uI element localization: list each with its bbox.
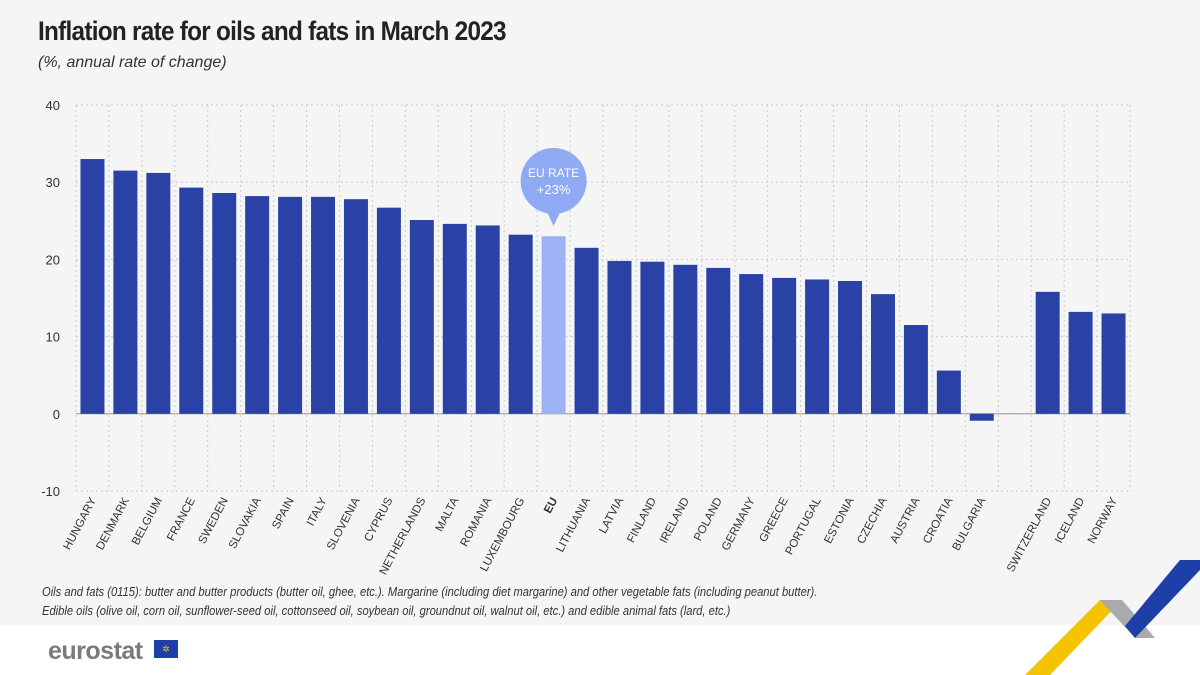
x-tick-label: SPAIN	[270, 496, 296, 531]
eu-flag-icon: ✲	[154, 640, 178, 658]
bar-luxembourg	[508, 234, 533, 414]
bar-hungary	[80, 159, 105, 414]
chart-subtitle: (%, annual rate of change)	[38, 54, 227, 71]
bar-germany	[739, 274, 764, 414]
x-tick-label: LATVIA	[597, 495, 626, 535]
bar-finland	[640, 261, 665, 414]
x-tick-label: GREECE	[757, 495, 791, 544]
footnote-1: Oils and fats (0115): butter and butter …	[42, 584, 818, 599]
x-tick-label: FINLAND	[625, 496, 659, 545]
bar-croatia	[936, 370, 961, 414]
x-tick-label: LITHUANIA	[554, 495, 593, 554]
x-tick-label: PORTUGAL	[784, 495, 824, 557]
x-tick-label: ITALY	[305, 495, 330, 528]
bar-romania	[475, 225, 500, 414]
x-tick-label: FRANCE	[165, 495, 198, 543]
bar-cyprus	[376, 207, 401, 414]
bar-greece	[772, 277, 797, 414]
bar-iceland	[1068, 311, 1093, 414]
callout-label: EU RATE	[528, 166, 579, 180]
bar-malta	[442, 223, 467, 414]
callout-value: +23%	[537, 182, 571, 197]
bar-latvia	[607, 260, 632, 414]
x-tick-label: ROMANIA	[459, 495, 495, 548]
bar-slovakia	[245, 196, 270, 414]
decorative-stripes	[1025, 560, 1200, 675]
y-tick-label: 20	[46, 252, 60, 267]
bar-netherlands	[409, 220, 434, 414]
eurostat-logo: eurostat	[48, 637, 143, 665]
callout-pointer	[546, 211, 561, 226]
x-tick-label: EU	[542, 496, 560, 516]
x-tick-label: IRELAND	[658, 496, 692, 546]
bar-denmark	[113, 170, 138, 414]
x-tick-label: SLOVAKIA	[227, 495, 264, 550]
x-tick-label: SLOVENIA	[325, 495, 363, 552]
x-tick-label: GERMANY	[720, 495, 758, 552]
x-tick-label: CROATIA	[921, 495, 955, 545]
bar-czechia	[870, 294, 895, 414]
x-tick-label: CZECHIA	[855, 495, 889, 545]
x-tick-label: SWEDEN	[197, 496, 231, 546]
x-tick-label: POLAND	[692, 496, 725, 543]
x-tick-label: BELGIUM	[130, 496, 165, 547]
bar-switzerland	[1035, 291, 1060, 414]
y-tick-label: -10	[41, 484, 60, 499]
bar-belgium	[146, 172, 171, 414]
bar-portugal	[805, 279, 830, 414]
callout-bubble	[520, 148, 587, 214]
bar-poland	[706, 267, 731, 414]
bar-bulgaria	[969, 413, 994, 421]
bar-ireland	[673, 264, 698, 414]
bar-sweden	[212, 193, 237, 414]
bar-norway	[1101, 313, 1126, 414]
chart-title: Inflation rate for oils and fats in Marc…	[38, 16, 507, 46]
x-tick-label: MALTA	[434, 495, 462, 533]
bar-lithuania	[574, 247, 599, 414]
x-tick-label: AUSTRIA	[889, 495, 923, 545]
y-tick-label: 40	[46, 98, 60, 113]
footnote-2: Edible oils (olive oil, corn oil, sunflo…	[42, 603, 731, 618]
x-tick-label: HUNGARY	[62, 495, 100, 552]
y-tick-label: 10	[46, 330, 60, 345]
bar-spain	[278, 196, 303, 414]
x-tick-label: BULGARIA	[951, 495, 989, 552]
bar-slovenia	[343, 199, 368, 414]
x-tick-label: ESTONIA	[822, 495, 856, 545]
x-tick-label: NORWAY	[1086, 495, 1120, 545]
x-tick-label: ICELAND	[1053, 496, 1087, 546]
bar-france	[179, 187, 204, 414]
x-tick-label: DENMARK	[94, 495, 132, 552]
bar-eu	[541, 236, 566, 414]
bar-estonia	[838, 281, 863, 414]
y-tick-label: 30	[46, 175, 60, 190]
x-tick-label: CYPRUS	[362, 495, 395, 543]
y-tick-label: 0	[53, 407, 60, 422]
bar-austria	[903, 325, 928, 414]
bar-italy	[311, 196, 336, 414]
